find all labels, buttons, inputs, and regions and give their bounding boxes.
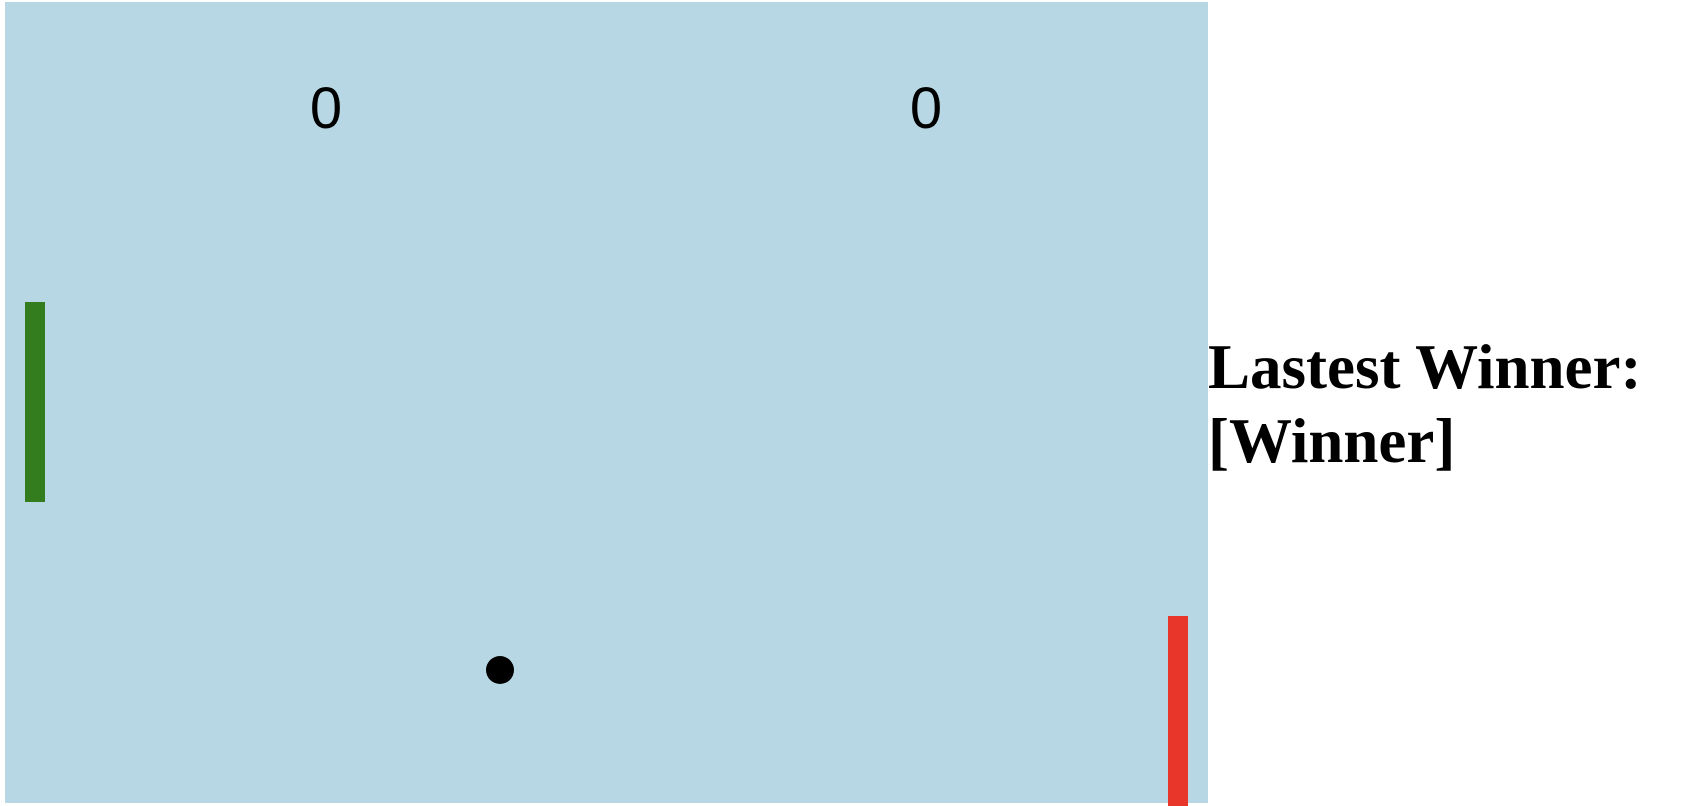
left-paddle <box>25 302 45 502</box>
ball <box>486 656 514 684</box>
game-canvas[interactable]: 0 0 <box>5 2 1208 806</box>
latest-winner-panel: Lastest Winner: [Winner] <box>1208 330 1678 478</box>
latest-winner-label: Lastest Winner: <box>1208 332 1642 402</box>
right-player-score: 0 <box>909 76 943 141</box>
left-player-score: 0 <box>309 76 343 141</box>
latest-winner-name: [Winner] <box>1208 406 1456 476</box>
right-paddle <box>1168 616 1188 806</box>
